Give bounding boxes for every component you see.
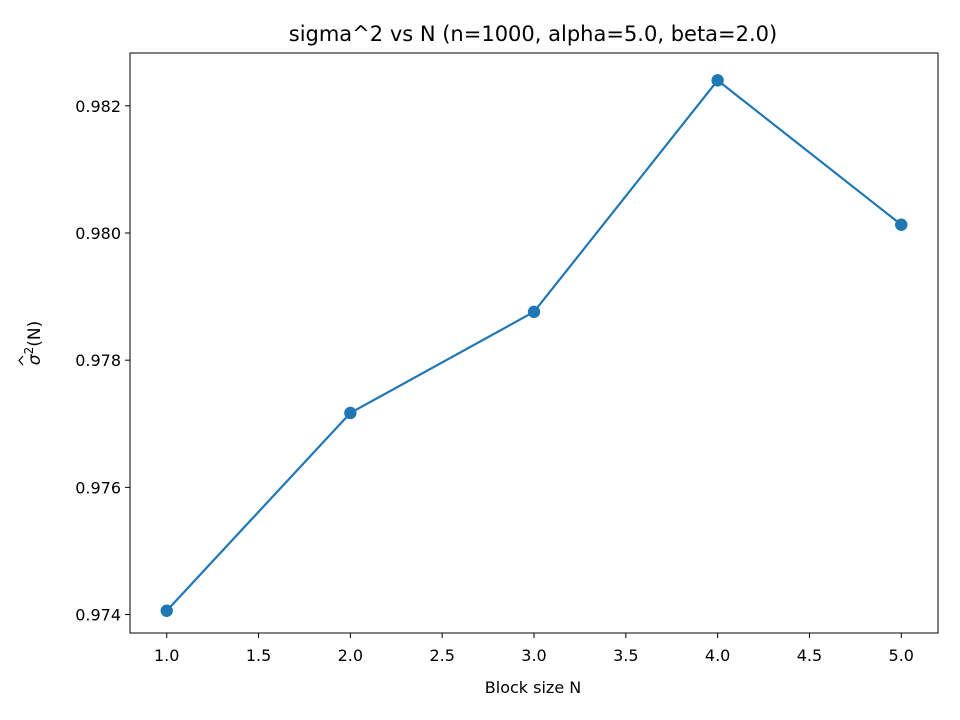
data-point	[527, 305, 541, 319]
x-tick-label: 3.5	[613, 646, 638, 665]
y-axis-label-base: σ	[25, 353, 45, 365]
y-tick-label: 0.980	[75, 224, 121, 243]
x-tick-label: 4.0	[705, 646, 730, 665]
x-axis-label: Block size N	[485, 678, 581, 697]
chart-title: sigma^2 vs N (n=1000, alpha=5.0, beta=2.…	[289, 22, 777, 46]
y-axis-label-hat	[18, 355, 24, 366]
x-tick-label: 3.0	[521, 646, 546, 665]
y-tick-label: 0.978	[75, 351, 121, 370]
x-tick-label: 1.0	[154, 646, 179, 665]
y-tick-label: 0.976	[75, 478, 121, 497]
x-tick-label: 1.5	[246, 646, 271, 665]
plot-area: 1.0 1.5 2.0 2.5 3.0 3.5 4.0 4.5 5.0 0.974 0.976 0.9…	[75, 52, 939, 665]
data-point	[711, 74, 724, 87]
y-tick-label: 0.982	[75, 97, 121, 116]
x-tick-label: 2.0	[338, 646, 363, 665]
x-tick-label: 2.5	[429, 646, 454, 665]
y-axis-label-arg: (N)	[25, 321, 45, 347]
svg-text:σ2(N): σ2(N)	[22, 321, 45, 365]
data-point	[895, 218, 908, 231]
data-point	[160, 604, 173, 617]
y-axis-label-sup: 2	[22, 347, 36, 355]
data-point	[344, 406, 357, 420]
y-tick-label: 0.974	[75, 606, 121, 625]
y-axis-label: σ2(N)	[18, 321, 45, 366]
x-tick-label: 4.5	[797, 646, 822, 665]
x-tick-label: 5.0	[889, 646, 914, 665]
